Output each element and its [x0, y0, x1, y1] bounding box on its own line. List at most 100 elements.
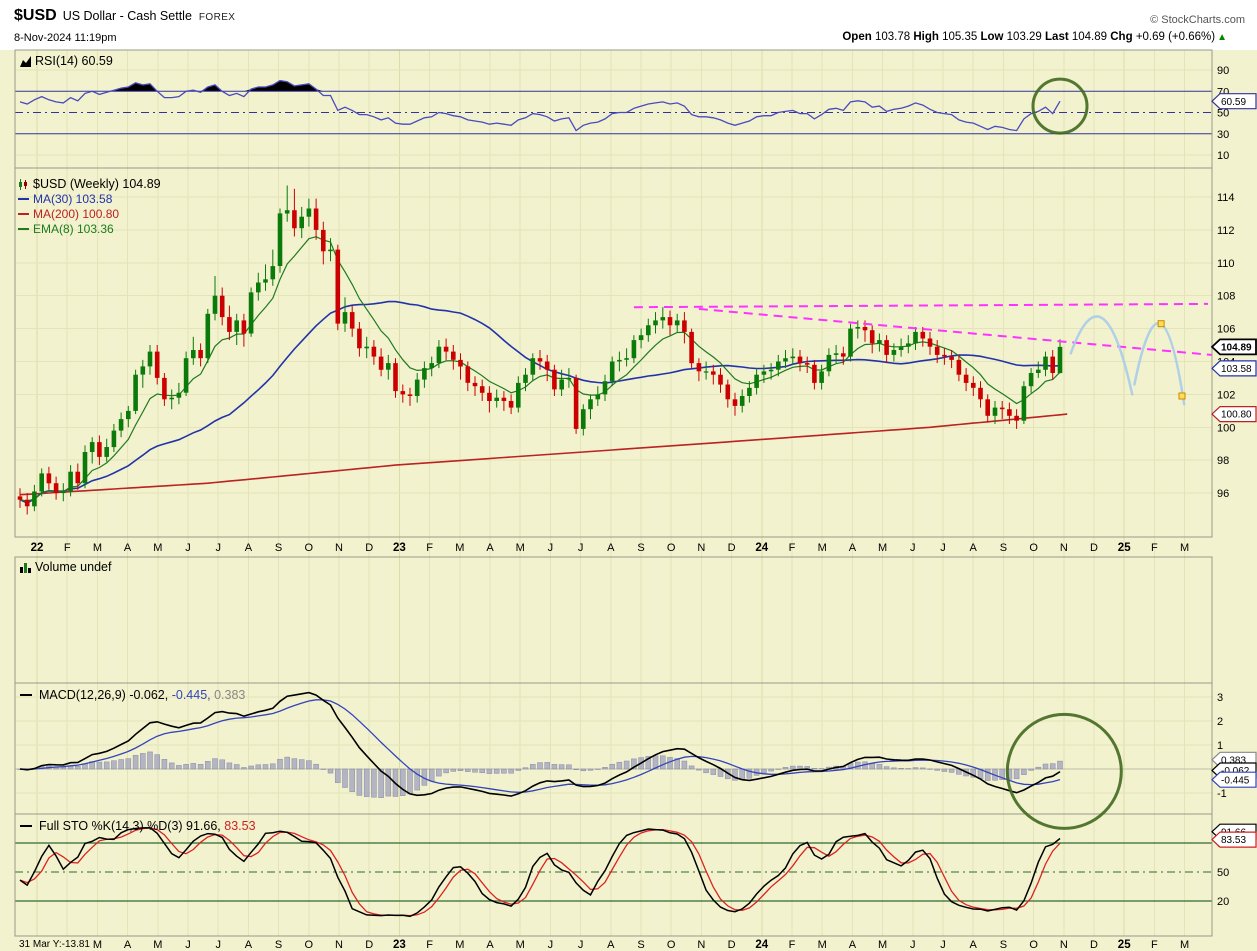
svg-text:J: J [910, 939, 916, 951]
svg-text:N: N [697, 542, 705, 554]
svg-text:F: F [789, 939, 796, 951]
stochastic-panel [15, 826, 1212, 918]
svg-text:S: S [275, 939, 282, 951]
price-tag [1211, 93, 1257, 110]
rsi-overbought-fill [20, 80, 1060, 92]
svg-text:110: 110 [1217, 258, 1235, 270]
svg-text:24: 24 [755, 542, 768, 554]
macd-line [19, 691, 1061, 797]
sto-d-line [19, 827, 1061, 917]
svg-text:2: 2 [1217, 716, 1223, 728]
svg-text:22: 22 [31, 542, 44, 554]
svg-text:O: O [667, 542, 676, 554]
svg-text:98: 98 [1217, 455, 1229, 467]
svg-text:50: 50 [1217, 867, 1229, 879]
panel-borders [14, 49, 1213, 937]
svg-text:A: A [486, 542, 494, 554]
ma200-line [19, 413, 1068, 496]
svg-text:F: F [64, 542, 71, 554]
svg-text:J: J [578, 542, 584, 554]
candlestick-series [17, 185, 1063, 515]
svg-text:100: 100 [1217, 422, 1235, 434]
svg-text:D: D [1090, 939, 1098, 951]
svg-text:0.383: 0.383 [1221, 755, 1246, 766]
svg-text:J: J [185, 939, 191, 951]
svg-text:A: A [607, 939, 615, 951]
svg-text:22: 22 [31, 939, 44, 951]
svg-text:10: 10 [1217, 150, 1229, 162]
svg-text:F: F [1151, 542, 1158, 554]
svg-text:D: D [365, 542, 373, 554]
svg-text:A: A [124, 939, 132, 951]
svg-text:A: A [970, 542, 978, 554]
projection-marker [1157, 320, 1165, 328]
svg-text:D: D [728, 939, 736, 951]
price-tag [1211, 771, 1257, 788]
svg-text:F: F [789, 542, 796, 554]
svg-text:J: J [215, 542, 221, 554]
svg-text:M: M [818, 542, 827, 554]
svg-text:M: M [1180, 542, 1189, 554]
trendline [698, 307, 1212, 356]
svg-text:J: J [940, 542, 946, 554]
chart-background [0, 50, 1257, 951]
svg-text:O: O [305, 542, 314, 554]
svg-text:O: O [1029, 939, 1038, 951]
svg-text:-1: -1 [1217, 788, 1227, 800]
svg-text:M: M [818, 939, 827, 951]
svg-text:F: F [64, 939, 71, 951]
svg-text:N: N [335, 939, 343, 951]
gridlines [15, 50, 1212, 936]
projection-marker [1178, 392, 1186, 400]
svg-text:24: 24 [755, 939, 768, 951]
svg-text:N: N [335, 542, 343, 554]
svg-text:25: 25 [1118, 939, 1131, 951]
svg-text:S: S [637, 542, 644, 554]
svg-text:20: 20 [1217, 896, 1229, 908]
svg-text:D: D [365, 939, 373, 951]
svg-text:103.58: 103.58 [1221, 364, 1252, 375]
svg-text:N: N [1060, 939, 1068, 951]
svg-text:J: J [548, 939, 554, 951]
svg-text:-0.445: -0.445 [1221, 775, 1250, 786]
svg-text:102: 102 [1217, 389, 1235, 401]
svg-text:108: 108 [1217, 291, 1235, 303]
svg-text:F: F [426, 939, 433, 951]
svg-text:N: N [1060, 542, 1068, 554]
svg-text:M: M [455, 542, 464, 554]
svg-text:J: J [185, 542, 191, 554]
macd-signal-line [19, 699, 1061, 793]
svg-text:M: M [153, 542, 162, 554]
svg-text:A: A [607, 542, 615, 554]
svg-text:A: A [849, 939, 857, 951]
price-panel [17, 185, 1212, 515]
svg-text:-0.062: -0.062 [1221, 766, 1250, 777]
svg-text:M: M [153, 939, 162, 951]
svg-text:30: 30 [1217, 129, 1229, 141]
svg-text:M: M [516, 939, 525, 951]
trendline [633, 302, 1209, 309]
svg-text:A: A [124, 542, 132, 554]
svg-text:25: 25 [1118, 542, 1131, 554]
svg-text:1: 1 [1217, 740, 1223, 752]
svg-text:F: F [1151, 939, 1158, 951]
svg-text:106: 106 [1217, 324, 1235, 336]
svg-text:S: S [637, 939, 644, 951]
svg-text:J: J [578, 939, 584, 951]
price-tag [1211, 831, 1257, 848]
svg-text:104.89: 104.89 [1221, 343, 1252, 354]
svg-text:S: S [1000, 542, 1007, 554]
svg-text:O: O [667, 939, 676, 951]
svg-text:100.80: 100.80 [1221, 410, 1252, 421]
price-tag [1210, 338, 1257, 356]
svg-text:A: A [849, 542, 857, 554]
svg-text:J: J [215, 939, 221, 951]
svg-text:83.53: 83.53 [1221, 835, 1246, 846]
sto-k-line [19, 826, 1061, 918]
svg-text:A: A [970, 939, 978, 951]
svg-text:M: M [93, 939, 102, 951]
svg-text:A: A [245, 939, 253, 951]
price-tag [1211, 406, 1257, 423]
annotation-circle [1031, 77, 1089, 135]
